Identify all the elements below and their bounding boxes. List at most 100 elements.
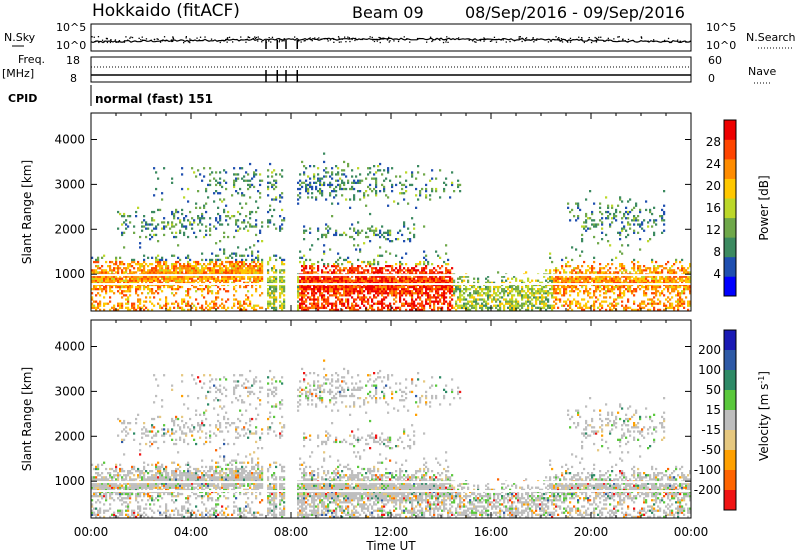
- power-cell: [437, 290, 440, 293]
- power-cell: [409, 290, 412, 293]
- power-cell: [313, 165, 316, 168]
- power-cell: [329, 185, 332, 189]
- power-cell: [181, 225, 184, 228]
- power-cell: [169, 275, 172, 278]
- power-cell: [167, 277, 170, 280]
- power-cell: [309, 231, 312, 234]
- nsky-point: [349, 40, 351, 43]
- nsky-point: [439, 39, 441, 41]
- power-cell: [511, 288, 514, 291]
- power-cell: [377, 292, 380, 295]
- power-cell: [423, 285, 426, 289]
- power-cell: [133, 304, 136, 307]
- power-cell: [367, 173, 370, 176]
- power-cell: [185, 271, 188, 274]
- power-cell: [95, 294, 98, 297]
- power-cell: [327, 225, 330, 228]
- power-cell: [431, 300, 434, 303]
- power-cell: [485, 306, 488, 309]
- power-cell: [397, 288, 400, 291]
- power-cell: [555, 267, 558, 270]
- power-cell: [157, 302, 160, 305]
- nsky-point: [246, 38, 248, 40]
- power-cell: [283, 294, 286, 297]
- power-cell: [601, 238, 604, 241]
- power-cell: [453, 290, 456, 293]
- power-cell: [121, 263, 124, 266]
- power-cell: [233, 294, 236, 297]
- power-cell: [371, 275, 374, 278]
- power-cell: [479, 294, 482, 297]
- power-cell: [317, 177, 320, 180]
- power-cell: [251, 275, 254, 278]
- power-cell: [185, 304, 188, 307]
- power-cell: [237, 219, 240, 222]
- power-cell: [95, 265, 98, 268]
- power-cell: [631, 208, 634, 212]
- power-cell: [651, 258, 654, 262]
- power-cell: [381, 254, 384, 257]
- power-cell: [313, 304, 316, 307]
- power-cell: [173, 254, 176, 257]
- power-cell: [313, 298, 316, 301]
- power-cell: [581, 240, 584, 243]
- power-cell: [315, 298, 318, 301]
- power-cell: [423, 250, 426, 253]
- nsky-point: [354, 39, 356, 42]
- power-cell: [619, 263, 622, 266]
- power-cell: [273, 288, 276, 291]
- power-cell: [105, 281, 108, 284]
- power-cell: [589, 306, 592, 309]
- power-cell: [357, 229, 360, 232]
- power-cell: [171, 225, 174, 228]
- power-cell: [173, 271, 176, 274]
- power-cell: [339, 285, 342, 289]
- power-cell: [641, 306, 644, 309]
- power-cell: [335, 229, 338, 232]
- power-cell: [171, 277, 174, 280]
- power-cell: [437, 254, 440, 257]
- power-cell: [403, 240, 406, 243]
- power-cell: [131, 279, 134, 282]
- power-cell: [495, 294, 498, 297]
- power-cell: [245, 302, 248, 305]
- power-cell: [121, 306, 124, 309]
- power-cell: [235, 298, 238, 301]
- power-cell: [513, 288, 516, 291]
- power-cell: [567, 281, 570, 284]
- nsky-point: [479, 39, 481, 41]
- power-cell: [633, 279, 636, 282]
- power-cell: [269, 258, 272, 262]
- power-cell: [345, 300, 348, 303]
- power-cell: [311, 196, 314, 199]
- power-cell: [639, 277, 642, 280]
- power-cell: [645, 281, 648, 284]
- power-cell: [619, 288, 622, 291]
- power-cell: [407, 292, 410, 295]
- nsky-point: [115, 41, 117, 43]
- nsky-point: [156, 38, 158, 40]
- power-cell: [423, 256, 426, 259]
- power-cell: [209, 263, 212, 266]
- power-cell: [663, 302, 666, 305]
- power-cell: [527, 296, 530, 299]
- power-cell: [243, 269, 246, 272]
- power-cell: [281, 169, 284, 172]
- power-cell: [241, 271, 244, 274]
- power-cell: [403, 277, 406, 280]
- power-cell: [529, 300, 532, 303]
- power-cell: [585, 269, 588, 272]
- power-cell: [605, 196, 608, 199]
- nsky-point: [217, 40, 219, 42]
- power-cell: [317, 304, 320, 307]
- power-cell: [219, 183, 222, 187]
- power-cell: [215, 304, 218, 307]
- power-cell: [419, 192, 422, 195]
- power-cell: [281, 260, 284, 264]
- power-cell: [297, 281, 300, 284]
- power-cell: [399, 298, 402, 301]
- power-cell: [509, 304, 512, 307]
- power-cell: [201, 258, 204, 262]
- power-cell: [251, 285, 254, 289]
- power-cell: [375, 275, 378, 278]
